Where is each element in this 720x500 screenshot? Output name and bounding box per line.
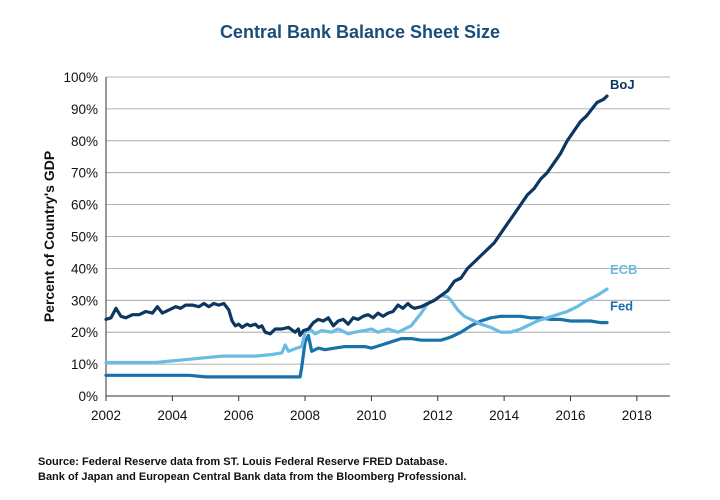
y-tick-label: 30% bbox=[71, 293, 98, 308]
y-tick-label: 0% bbox=[78, 389, 98, 404]
y-tick-label: 100% bbox=[63, 70, 98, 85]
y-axis-label: Percent of Country's GDP bbox=[41, 151, 57, 322]
y-tick-label: 80% bbox=[71, 134, 98, 149]
legend-layer: BoJ ECB Fed bbox=[610, 77, 637, 313]
y-tick-label: 20% bbox=[71, 325, 98, 340]
series-layer bbox=[104, 94, 609, 379]
series-line-ecb bbox=[104, 287, 609, 365]
axis-layer: 0% 10% 20% 30% 40% 50% 60% 70% 80% 90% 100% 2002 200… bbox=[41, 70, 670, 423]
x-tick-label: 2010 bbox=[356, 408, 386, 423]
x-tick-label: 2014 bbox=[489, 408, 520, 423]
y-tick-label: 10% bbox=[71, 357, 98, 372]
grid-layer bbox=[106, 76, 670, 365]
y-tick-label: 50% bbox=[71, 230, 98, 245]
series-line-boj bbox=[104, 94, 609, 337]
source-line-1: Source: Federal Reserve data from ST. Lo… bbox=[38, 456, 448, 468]
legend-label-ecb: ECB bbox=[610, 262, 637, 277]
legend-label-boj: BoJ bbox=[610, 77, 635, 92]
legend-label-fed: Fed bbox=[610, 299, 633, 314]
chart-title: Central Bank Balance Sheet Size bbox=[219, 22, 501, 42]
source-line-2: Bank of Japan and European Central Bank … bbox=[38, 471, 467, 483]
y-tick-label: 70% bbox=[71, 166, 98, 181]
y-tick-label: 60% bbox=[71, 198, 98, 213]
x-tick-label: 2006 bbox=[224, 408, 254, 423]
x-tick-label: 2008 bbox=[290, 408, 320, 423]
source-note: Source: Federal Reserve data from ST. Lo… bbox=[38, 455, 466, 485]
x-tick-label: 2004 bbox=[157, 408, 188, 423]
series-line-fed bbox=[104, 314, 609, 379]
x-tick-label: 2012 bbox=[423, 408, 453, 423]
y-tick-label: 90% bbox=[71, 102, 98, 117]
y-tick-label: 40% bbox=[71, 261, 98, 276]
x-tick-label: 2018 bbox=[622, 408, 652, 423]
x-tick-label: 2002 bbox=[91, 408, 121, 423]
x-tick-label: 2016 bbox=[555, 408, 585, 423]
